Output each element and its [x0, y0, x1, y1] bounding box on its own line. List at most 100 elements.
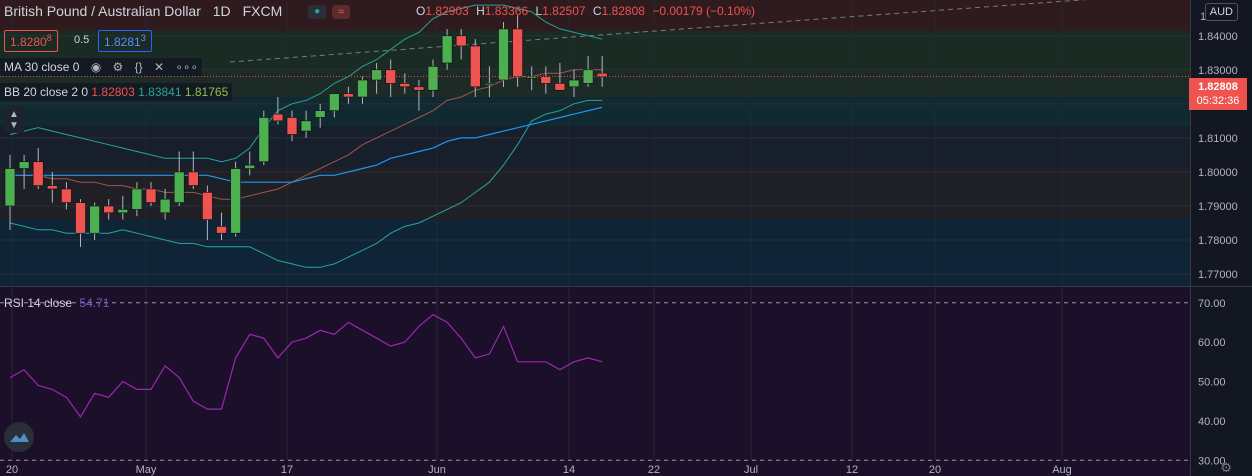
candle-body — [498, 28, 509, 81]
trendline — [229, 0, 1088, 63]
symbol-header[interactable]: British Pound / Australian Dollar 1D FXC… — [4, 3, 351, 20]
candle-body — [244, 164, 255, 169]
low-value: 1.82507 — [542, 4, 586, 18]
candle-body — [441, 35, 453, 64]
time-tick-label: 17 — [281, 464, 293, 476]
candle-body — [103, 205, 114, 214]
candle-body — [328, 93, 340, 111]
price-tick-label-top: 1 — [1200, 11, 1206, 23]
buy-price-pip: 3 — [140, 33, 146, 43]
eye-icon[interactable]: ◉ — [90, 60, 102, 74]
buy-price: 1.8281 — [104, 35, 141, 49]
candle-body — [357, 79, 368, 98]
candle-body — [272, 113, 284, 122]
candle-body — [399, 83, 411, 88]
candle-body — [32, 161, 44, 186]
last-price: 1.82808 — [1198, 81, 1238, 93]
bb-upper-value: 1.83841 — [138, 85, 182, 99]
wave-icon[interactable]: ≈ — [332, 5, 351, 20]
rsi-tick-label: 60.00 — [1198, 337, 1226, 349]
candle-body — [413, 86, 425, 91]
gear-icon[interactable]: ⚙ — [112, 60, 124, 74]
rsi-tick-label: 50.00 — [1198, 377, 1226, 389]
candle-body — [512, 28, 523, 77]
time-tick-label: 14 — [563, 464, 575, 476]
buy-button[interactable]: 1.82813 — [98, 30, 152, 52]
time-tick-label: May — [136, 464, 157, 476]
candle-body — [18, 161, 30, 169]
candles — [0, 15, 1190, 247]
price-tick-label: 1.84000 — [1198, 31, 1238, 43]
ohlc-values: O1.82903 H1.83366 L1.82507 C1.82808 −0.0… — [416, 4, 755, 18]
ma-legend[interactable]: MA 30 close 0 ◉ ⚙ {} ✕ ∘∘∘ — [0, 58, 202, 76]
bb-basis-value: 1.82803 — [91, 85, 135, 99]
bb-legend[interactable]: BB 20 close 2 0 1.82803 1.83841 1.81765 — [0, 83, 233, 101]
candle-body — [216, 226, 227, 234]
candle-body — [145, 188, 157, 203]
bar-countdown: 05:32:36 — [1196, 95, 1240, 107]
candle-body — [540, 76, 552, 84]
ma30-line — [10, 106, 603, 183]
low-label: L — [535, 4, 543, 18]
price-tick-label: 1.83000 — [1198, 65, 1238, 77]
more-icon[interactable]: ∘∘∘ — [175, 60, 198, 74]
candle-body — [131, 188, 143, 210]
candle-body — [46, 185, 58, 190]
candle-body — [173, 171, 185, 203]
candle-body — [596, 72, 608, 77]
high-label: H — [476, 4, 485, 18]
braces-icon[interactable]: {} — [134, 60, 143, 74]
chevron-down-icon[interactable]: ▲ ▼ — [4, 107, 24, 133]
candle-body — [258, 117, 270, 163]
candle-body — [61, 188, 72, 203]
change-value: −0.00179 (−0.10%) — [652, 4, 756, 18]
settings-gear-icon[interactable]: ⚙ — [1220, 460, 1232, 475]
spread: 0.5 — [74, 34, 90, 46]
candle-body — [75, 202, 86, 234]
bb-upper-line — [9, 4, 603, 163]
rsi-label: RSI 14 close — [4, 296, 73, 310]
candle-body — [188, 171, 199, 186]
close-label: C — [592, 4, 602, 18]
candle-body — [554, 83, 566, 91]
candle-body — [202, 192, 213, 220]
symbol-name[interactable]: British Pound / Australian Dollar — [4, 3, 201, 19]
price-tick-label: 1.79000 — [1198, 201, 1238, 213]
rsi-value: 54.71 — [79, 296, 110, 310]
time-tick-label: 20 — [929, 464, 941, 476]
rsi-legend[interactable]: RSI 14 close 54.71 — [4, 296, 109, 310]
tradingview-logo-icon[interactable] — [4, 422, 34, 452]
sell-price: 1.8280 — [10, 35, 47, 49]
exchange: FXCM — [242, 3, 283, 19]
close-icon[interactable]: ✕ — [154, 60, 165, 74]
price-tick-label: 1.78000 — [1198, 235, 1238, 247]
sell-button[interactable]: 1.82808 — [4, 30, 58, 52]
rsi-tick-label: 40.00 — [1198, 416, 1226, 428]
candle-body — [455, 35, 467, 47]
bb-lower-value: 1.81765 — [184, 85, 229, 99]
candle-body — [117, 209, 129, 214]
sell-price-pip: 8 — [46, 33, 52, 43]
candle-body — [427, 66, 439, 91]
candle-body — [343, 93, 354, 98]
rsi-tick-label: 30.00 — [1198, 455, 1226, 467]
last-price-tag: 1.82808 05:32:36 — [1189, 78, 1247, 110]
open-value: 1.82903 — [425, 4, 469, 18]
candle-body — [300, 120, 312, 132]
ma-label: MA 30 close 0 — [4, 60, 80, 74]
currency-button[interactable]: AUD — [1204, 3, 1238, 21]
candle-body — [230, 168, 241, 234]
status-dot-icon[interactable]: ● — [308, 5, 327, 20]
interval[interactable]: 1D — [212, 3, 231, 19]
time-tick-label: Jul — [744, 464, 758, 476]
open-label: O — [416, 4, 426, 18]
candle-body — [159, 198, 171, 214]
price-tick-label: 1.77000 — [1198, 269, 1238, 281]
candle-body — [4, 168, 16, 207]
time-tick-label: 22 — [648, 464, 660, 476]
time-tick-label: Jun — [428, 464, 446, 476]
bb-label: BB 20 close 2 0 — [4, 85, 89, 99]
candle-body — [484, 83, 495, 86]
close-value: 1.82808 — [601, 4, 645, 18]
